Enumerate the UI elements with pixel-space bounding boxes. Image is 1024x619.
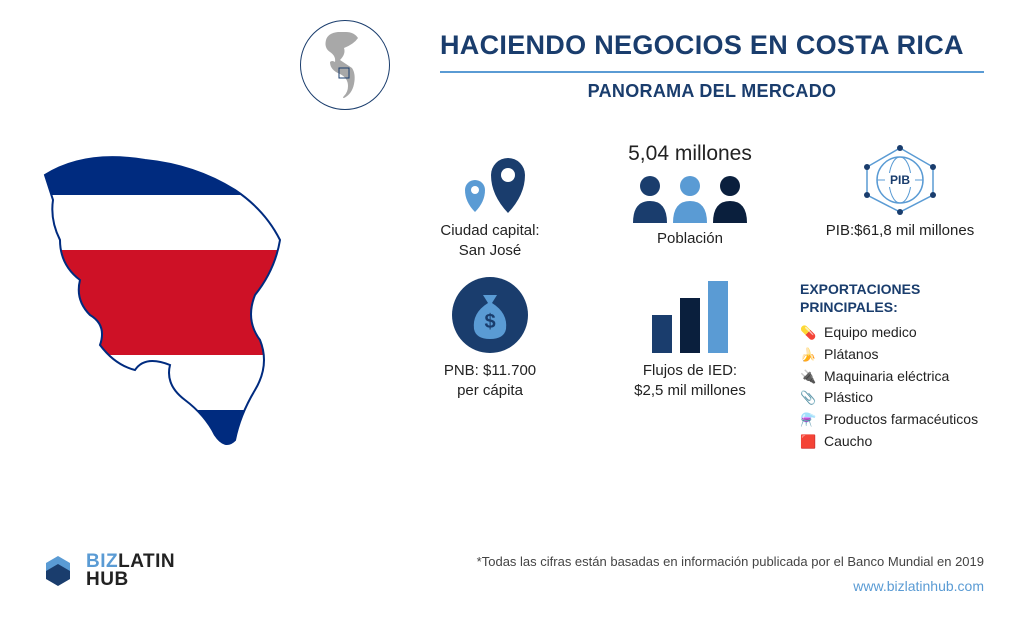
exports-list: 💊 Equipo medico 🍌 Plátanos 🔌 Maquinaria eléct… xyxy=(800,322,978,452)
capital-label: Ciudad capital: xyxy=(440,221,539,241)
capital-value: San José xyxy=(459,241,522,261)
export-item-icon: 💊 xyxy=(800,323,816,343)
export-item-label: Productos farmacéuticos xyxy=(824,409,978,431)
gnp-value: PNB: $11.700 xyxy=(444,361,536,381)
population-value: 5,04 millones xyxy=(628,140,752,167)
population-label: Población xyxy=(657,229,723,249)
export-item-icon: 📎 xyxy=(800,388,816,408)
exports-title: EXPORTACIONES PRINCIPALES: xyxy=(800,280,1000,316)
export-item: 🟥 Caucho xyxy=(800,431,978,453)
header: HACIENDO NEGOCIOS EN COSTA RICA PANORAMA… xyxy=(440,30,984,102)
gnp-label: per cápita xyxy=(457,381,523,401)
stat-exports: EXPORTACIONES PRINCIPALES: 💊 Equipo medic… xyxy=(800,280,1000,453)
stat-population: 5,04 millones Población xyxy=(590,140,790,260)
export-item-icon: 🔌 xyxy=(800,367,816,387)
page-subtitle: PANORAMA DEL MERCADO xyxy=(440,81,984,102)
export-item: ⚗️ Productos farmacéuticos xyxy=(800,409,978,431)
svg-text:PIB: PIB xyxy=(890,173,910,187)
stat-capital: Ciudad capital: San José xyxy=(400,140,580,260)
export-item-icon: 🟥 xyxy=(800,432,816,452)
gdp-label: PIB:$61,8 mil millones xyxy=(826,221,974,241)
stat-gdp: PIB PIB:$61,8 mil millones xyxy=(800,140,1000,260)
country-map xyxy=(25,140,325,460)
people-icon xyxy=(625,171,755,223)
pin-icon xyxy=(445,140,535,215)
stat-gnp: $ PNB: $11.700 per cápita xyxy=(400,280,580,453)
export-item: 🍌 Plátanos xyxy=(800,344,978,366)
brand-logo: BIZLATIN HUB xyxy=(40,553,175,589)
fdi-label: Flujos de IED: xyxy=(643,361,737,381)
export-item-label: Maquinaria eléctrica xyxy=(824,366,949,388)
logo-line2: HUB xyxy=(86,569,129,590)
bar-chart-icon xyxy=(645,275,735,355)
website-url: www.bizlatinhub.com xyxy=(853,578,984,594)
stat-fdi: Flujos de IED: $2,5 mil millones xyxy=(590,280,790,453)
export-item-icon: 🍌 xyxy=(800,345,816,365)
export-item: 💊 Equipo medico xyxy=(800,322,978,344)
export-item: 📎 Plástico xyxy=(800,387,978,409)
footnote: *Todas las cifras están basadas en infor… xyxy=(477,554,984,569)
title-divider xyxy=(440,71,984,73)
svg-text:$: $ xyxy=(484,311,495,333)
export-item-label: Plástico xyxy=(824,387,873,409)
export-item-label: Plátanos xyxy=(824,344,878,366)
infographic-page: HACIENDO NEGOCIOS EN COSTA RICA PANORAMA… xyxy=(0,0,1024,619)
globe-locator xyxy=(300,20,390,110)
logo-text: BIZLATIN HUB xyxy=(86,553,175,589)
americas-icon xyxy=(318,30,373,100)
pib-globe-icon: PIB xyxy=(855,140,945,215)
fdi-value: $2,5 mil millones xyxy=(634,381,746,401)
export-item-icon: ⚗️ xyxy=(800,410,816,430)
money-bag-icon: $ xyxy=(450,275,530,355)
export-item: 🔌 Maquinaria eléctrica xyxy=(800,366,978,388)
export-item-label: Equipo medico xyxy=(824,322,917,344)
export-item-label: Caucho xyxy=(824,431,872,453)
page-title: HACIENDO NEGOCIOS EN COSTA RICA xyxy=(440,30,984,61)
logo-mark-icon xyxy=(40,553,76,589)
stats-grid: Ciudad capital: San José 5,04 millones P… xyxy=(400,140,984,453)
